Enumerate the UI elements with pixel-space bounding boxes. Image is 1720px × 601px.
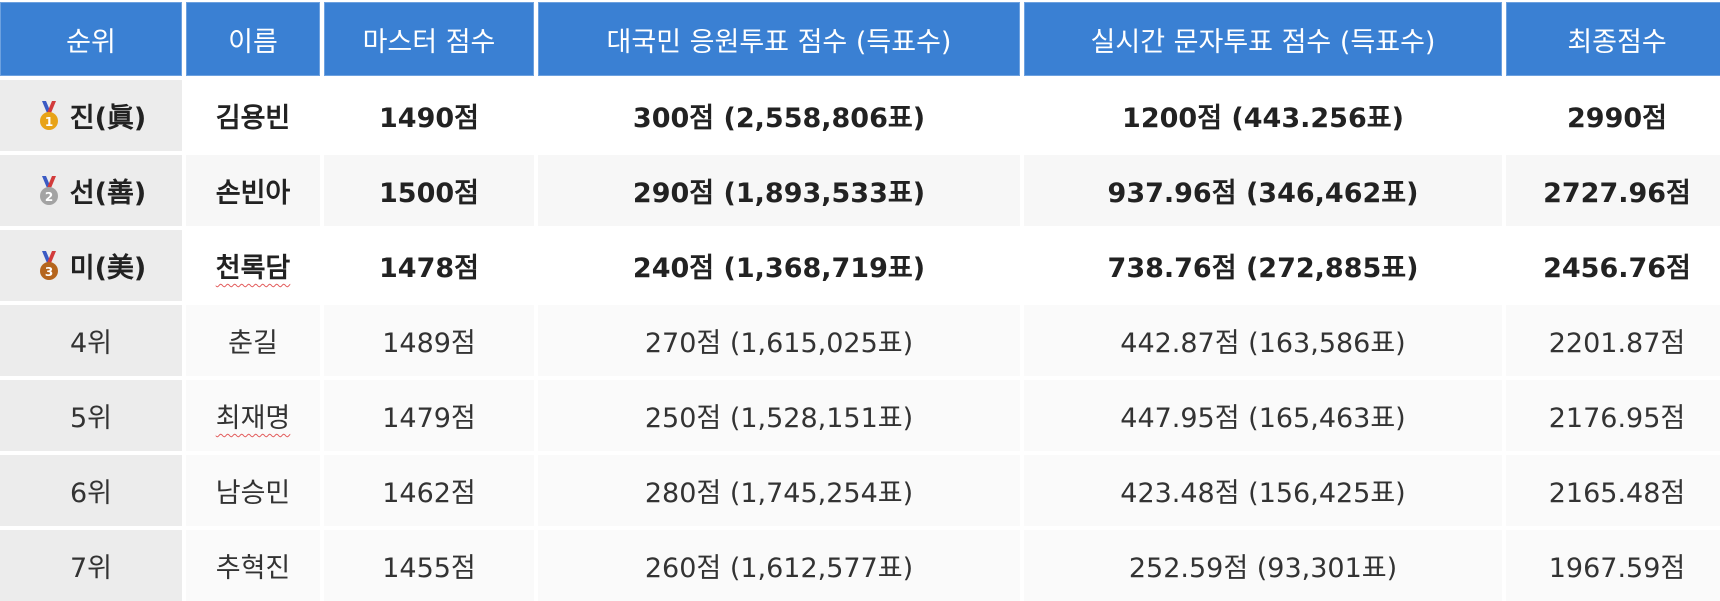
silver-medal-icon: 2 bbox=[36, 175, 62, 206]
live-vote-cell: 442.87점 (163,586표) bbox=[1024, 305, 1502, 376]
name-cell: 손빈아 bbox=[186, 155, 320, 226]
master-score-cell: 1462점 bbox=[324, 455, 534, 526]
rank-cell: 5위 bbox=[0, 380, 182, 451]
public-vote-cell: 280점 (1,745,254표) bbox=[538, 455, 1020, 526]
master-score-cell: 1489점 bbox=[324, 305, 534, 376]
name-cell: 추혁진 bbox=[186, 530, 320, 601]
svg-text:1: 1 bbox=[45, 115, 53, 129]
header-public-vote: 대국민 응원투표 점수 (득표수) bbox=[538, 2, 1020, 76]
live-vote-cell: 937.96점 (346,462표) bbox=[1024, 155, 1502, 226]
master-score-cell: 1479점 bbox=[324, 380, 534, 451]
header-rank: 순위 bbox=[0, 2, 182, 76]
final-score-cell: 2176.95점 bbox=[1506, 380, 1720, 451]
gold-medal-icon: 1 bbox=[36, 100, 62, 131]
header-final-score: 최종점수 bbox=[1506, 2, 1720, 76]
final-score-cell: 2727.96점 bbox=[1506, 155, 1720, 226]
name-cell: 최재명 bbox=[186, 380, 320, 451]
master-score-cell: 1490점 bbox=[324, 80, 534, 151]
rank-cell: 4위 bbox=[0, 305, 182, 376]
header-master-score: 마스터 점수 bbox=[324, 2, 534, 76]
final-score-cell: 2456.76점 bbox=[1506, 230, 1720, 301]
rank-label: 미(美) bbox=[69, 253, 147, 284]
final-score-cell: 2165.48점 bbox=[1506, 455, 1720, 526]
live-vote-cell: 1200점 (443.256표) bbox=[1024, 80, 1502, 151]
public-vote-cell: 240점 (1,368,719표) bbox=[538, 230, 1020, 301]
bronze-medal-icon: 3 bbox=[36, 250, 62, 281]
name-cell: 춘길 bbox=[186, 305, 320, 376]
final-score-cell: 2990점 bbox=[1506, 80, 1720, 151]
live-vote-cell: 738.76점 (272,885표) bbox=[1024, 230, 1502, 301]
spellcheck-name: 천록담 bbox=[215, 253, 291, 284]
final-score-cell: 1967.59점 bbox=[1506, 530, 1720, 601]
public-vote-cell: 250점 (1,528,151표) bbox=[538, 380, 1020, 451]
rank-label: 진(眞) bbox=[69, 103, 147, 134]
live-vote-cell: 447.95점 (165,463표) bbox=[1024, 380, 1502, 451]
rank-cell: 7위 bbox=[0, 530, 182, 601]
public-vote-cell: 270점 (1,615,025표) bbox=[538, 305, 1020, 376]
svg-text:2: 2 bbox=[45, 190, 53, 204]
master-score-cell: 1478점 bbox=[324, 230, 534, 301]
live-vote-cell: 252.59점 (93,301표) bbox=[1024, 530, 1502, 601]
rank-cell: 6위 bbox=[0, 455, 182, 526]
rank-cell: 2 선(善) bbox=[0, 155, 182, 226]
final-score-cell: 2201.87점 bbox=[1506, 305, 1720, 376]
name-cell: 김용빈 bbox=[186, 80, 320, 151]
header-name: 이름 bbox=[186, 2, 320, 76]
public-vote-cell: 290점 (1,893,533표) bbox=[538, 155, 1020, 226]
rank-cell: 1 진(眞) bbox=[0, 80, 182, 151]
header-live-vote: 실시간 문자투표 점수 (득표수) bbox=[1024, 2, 1502, 76]
public-vote-cell: 300점 (2,558,806표) bbox=[538, 80, 1020, 151]
master-score-cell: 1500점 bbox=[324, 155, 534, 226]
master-score-cell: 1455점 bbox=[324, 530, 534, 601]
live-vote-cell: 423.48점 (156,425표) bbox=[1024, 455, 1502, 526]
rank-label: 선(善) bbox=[69, 178, 147, 209]
name-cell: 천록담 bbox=[186, 230, 320, 301]
public-vote-cell: 260점 (1,612,577표) bbox=[538, 530, 1020, 601]
svg-text:3: 3 bbox=[45, 265, 53, 279]
spellcheck-name: 최재명 bbox=[215, 403, 291, 434]
name-cell: 남승민 bbox=[186, 455, 320, 526]
rank-cell: 3 미(美) bbox=[0, 230, 182, 301]
